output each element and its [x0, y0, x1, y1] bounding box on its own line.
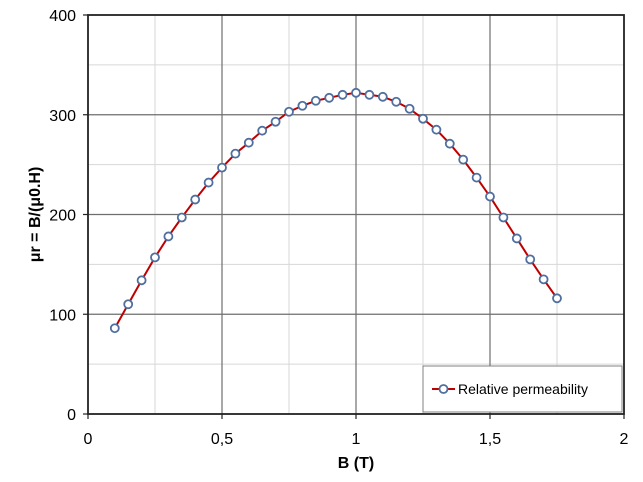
data-point-0-11: [257, 125, 268, 136]
data-point-0-31: [525, 254, 536, 265]
x-tick-label-3: 1,5: [479, 431, 501, 448]
data-point-0-26: [458, 154, 469, 165]
data-point-0-15: [310, 95, 321, 106]
y-tick-label-2: 200: [49, 208, 76, 225]
data-point-0-29: [498, 212, 509, 223]
data-point-0-20: [377, 91, 388, 102]
y-tick-label-4: 400: [49, 8, 76, 25]
data-point-0-0: [109, 323, 120, 334]
data-point-0-13: [284, 106, 294, 117]
data-point-0-14: [297, 100, 308, 111]
data-point-0-6: [190, 194, 201, 205]
data-point-0-33: [552, 293, 562, 304]
x-tick-label-0: 0: [84, 431, 93, 448]
data-point-0-21: [391, 96, 402, 107]
data-point-0-17: [337, 89, 348, 100]
legend-label: Relative permeability: [458, 381, 588, 397]
legend-marker-swatch: [438, 384, 449, 394]
data-point-0-10: [243, 137, 254, 148]
series-layer: [109, 87, 562, 334]
data-point-0-9: [230, 148, 241, 159]
series-line-0: [113, 91, 558, 330]
y-tick-label-0: 0: [67, 407, 76, 424]
y-tick-label-3: 300: [49, 108, 76, 125]
x-axis-title: B (T): [338, 455, 374, 472]
data-point-0-1: [123, 299, 134, 310]
data-point-0-24: [431, 124, 442, 135]
data-point-0-2: [136, 275, 147, 286]
data-point-0-4: [163, 231, 174, 242]
y-tick-label-1: 100: [49, 307, 76, 324]
data-point-0-27: [471, 172, 482, 183]
data-point-0-3: [150, 252, 160, 263]
data-point-0-5: [176, 212, 187, 223]
data-point-0-32: [538, 274, 549, 285]
major-gridlines: [88, 15, 624, 414]
legend: Relative permeability: [422, 365, 623, 413]
data-point-0-8: [217, 162, 227, 173]
data-point-0-23: [418, 113, 428, 124]
data-point-0-25: [444, 138, 455, 149]
x-tick-label-1: 0,5: [211, 431, 233, 448]
data-point-0-28: [485, 191, 495, 202]
data-point-0-12: [270, 116, 281, 127]
y-axis-title: μr = B/(μ0.H): [27, 167, 44, 263]
y-axis-ticks: 0 100 200 300 400: [49, 8, 88, 424]
data-point-0-7: [203, 177, 214, 188]
x-tick-label-4: 2: [620, 431, 629, 448]
data-point-0-22: [404, 103, 415, 114]
data-point-0-18: [351, 87, 361, 98]
x-tick-label-2: 1: [352, 431, 361, 448]
data-point-0-16: [324, 92, 335, 103]
x-axis-ticks: 0 0,5 1 1,5 2: [84, 414, 629, 448]
data-point-0-19: [364, 89, 375, 100]
legend-box: [422, 365, 623, 413]
data-point-0-30: [511, 233, 522, 244]
